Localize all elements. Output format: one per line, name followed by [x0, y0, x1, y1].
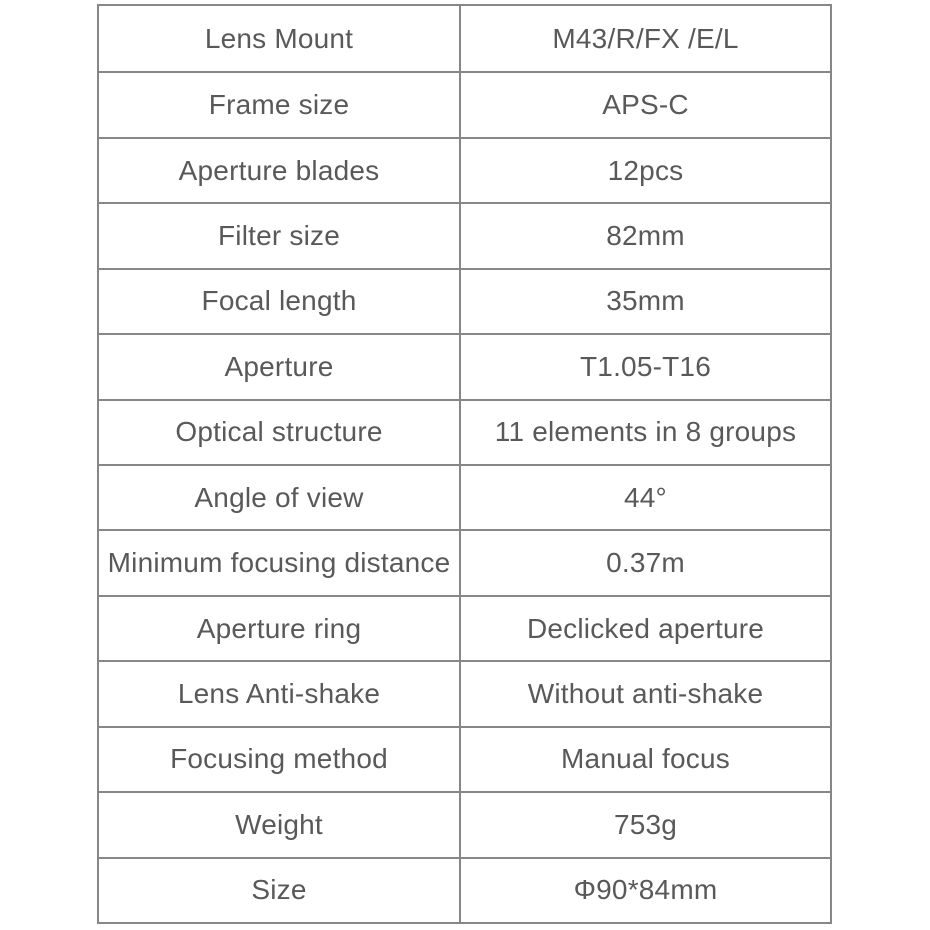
spec-label: Focusing method	[99, 727, 461, 792]
spec-value: Declicked aperture	[526, 612, 765, 644]
spec-row-aperture-ring: Aperture ring Declicked aperture	[99, 594, 830, 661]
spec-value: 11 elements in 8 groups	[494, 416, 797, 448]
spec-row-size: Size Φ90*84mm	[99, 856, 830, 922]
spec-row-minimum-focusing-distance: Minimum focusing distance 0.37m	[99, 529, 830, 595]
spec-value: Φ90*84mm	[573, 874, 718, 906]
spec-label: Angle of view	[99, 466, 461, 530]
spec-label: Minimum focusing distance	[99, 531, 461, 595]
spec-value: 82mm	[606, 219, 685, 251]
spec-value: Without anti-shake	[527, 677, 764, 709]
spec-row-lens-anti-shake: Lens Anti-shake Without anti-shake	[99, 660, 830, 726]
spec-row-optical-structure: Optical structure 11 elements in 8 group…	[99, 398, 830, 464]
spec-label: Aperture ring	[99, 596, 461, 661]
spec-label: Filter size	[99, 204, 461, 268]
spec-value: APS-C	[602, 89, 689, 121]
spec-row-angle-of-view: Angle of view 44°	[99, 464, 830, 530]
spec-row-weight: Weight 753g	[99, 791, 830, 857]
spec-row-focal-length: Focal length 35mm	[99, 267, 830, 334]
spec-row-frame-size: Frame size APS-C	[99, 71, 830, 137]
spec-row-filter-size: Filter size 82mm	[99, 202, 830, 268]
spec-label: Weight	[99, 793, 461, 857]
spec-value: 753g	[613, 808, 678, 840]
spec-row-focusing-method: Focusing method Manual focus	[99, 725, 830, 792]
spec-value: 35mm	[606, 285, 685, 317]
spec-label: Aperture blades	[99, 138, 461, 203]
spec-row-lens-mount: Lens Mount M43/R/FX /E/L	[99, 6, 830, 72]
spec-row-aperture-blades: Aperture blades 12pcs	[99, 136, 830, 203]
spec-value: Manual focus	[561, 743, 730, 775]
spec-label: Aperture	[99, 335, 461, 399]
spec-label: Optical structure	[99, 400, 461, 464]
spec-label: Size	[99, 858, 461, 922]
spec-label: Lens Anti-shake	[99, 662, 461, 726]
spec-row-aperture: Aperture T1.05-T16	[99, 333, 830, 399]
spec-label: Lens Mount	[99, 6, 461, 72]
spec-value: 0.37m	[606, 547, 685, 579]
spec-value: 12pcs	[607, 154, 684, 186]
spec-label: Focal length	[99, 269, 461, 334]
lens-spec-table: Lens Mount M43/R/FX /E/L Frame size APS-…	[97, 4, 832, 924]
spec-value: 44°	[624, 481, 667, 513]
spec-label: Frame size	[99, 73, 461, 137]
spec-value: T1.05-T16	[580, 350, 711, 382]
spec-value: M43/R/FX /E/L	[552, 22, 739, 54]
